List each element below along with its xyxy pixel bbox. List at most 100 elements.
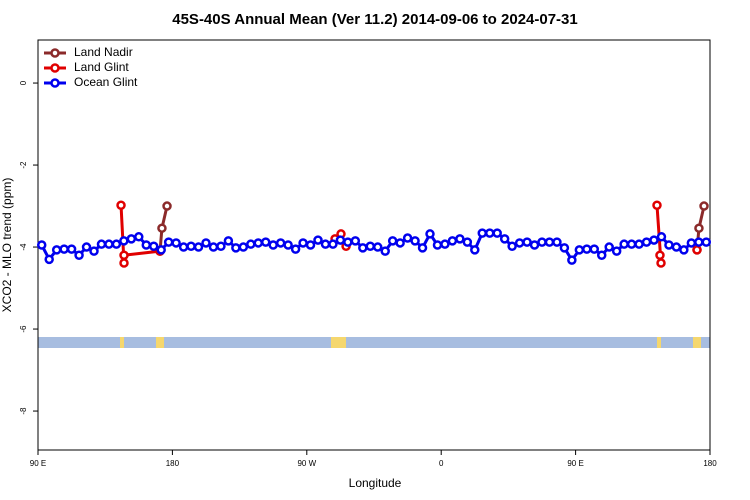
data-point	[74, 250, 84, 260]
data-point	[507, 241, 517, 251]
chart-title: 45S-40S Annual Mean (Ver 11.2) 2014-09-0…	[172, 11, 578, 28]
data-point	[634, 239, 644, 249]
data-point	[395, 238, 405, 248]
x-axis-label: Longitude	[349, 476, 402, 490]
data-point	[305, 240, 316, 250]
data-point	[522, 237, 532, 247]
data-point	[537, 237, 547, 247]
data-point	[671, 242, 682, 252]
data-point	[552, 237, 562, 247]
data-point	[141, 240, 152, 250]
data-point	[440, 239, 450, 249]
data-point	[544, 237, 555, 247]
data-point	[514, 238, 525, 248]
data-point	[253, 238, 264, 248]
data-point	[611, 246, 622, 256]
data-point	[649, 235, 659, 245]
data-point	[246, 239, 256, 249]
data-point	[231, 243, 241, 253]
data-point	[679, 245, 689, 255]
data-point	[126, 234, 137, 244]
data-point	[350, 236, 361, 246]
data-point	[499, 234, 510, 244]
x-tick-label: 90 W	[297, 459, 316, 468]
data-point	[619, 239, 629, 249]
data-point	[193, 242, 204, 252]
y-tick-label: -4	[19, 243, 28, 251]
x-tick-label: 0	[439, 459, 444, 468]
y-tick-label: 0	[19, 80, 28, 85]
x-tick-label: 90 E	[567, 459, 583, 468]
data-point	[574, 245, 585, 255]
data-point	[148, 241, 159, 251]
data-point	[335, 235, 346, 245]
data-point	[116, 200, 126, 210]
data-point	[156, 245, 166, 255]
data-point	[559, 243, 570, 253]
legend-label: Ocean Glint	[74, 75, 138, 89]
y-tick-label: -6	[19, 325, 28, 333]
y-axis-label: XCO2 - MLO trend (ppm)	[0, 178, 14, 313]
data-point	[410, 236, 420, 246]
data-point	[664, 240, 674, 250]
data-point	[484, 228, 495, 238]
data-point	[686, 238, 697, 248]
data-point	[59, 244, 69, 254]
data-point	[201, 238, 211, 248]
data-point	[162, 201, 172, 211]
data-point	[66, 244, 77, 254]
data-point	[694, 237, 704, 247]
data-point	[589, 244, 600, 254]
data-point	[652, 200, 662, 210]
land-patch	[331, 337, 346, 348]
data-point	[417, 243, 428, 253]
data-point	[604, 242, 614, 252]
data-point	[432, 240, 443, 250]
data-point	[455, 234, 465, 244]
data-point	[223, 236, 234, 246]
data-point	[96, 239, 107, 249]
data-point	[134, 232, 144, 242]
data-point	[260, 237, 271, 247]
legend-label: Land Glint	[74, 60, 129, 74]
data-point	[268, 240, 278, 250]
land-ocean-strip	[38, 337, 710, 348]
data-point	[694, 223, 704, 233]
data-point	[104, 239, 114, 249]
data-point	[582, 244, 592, 254]
data-point	[343, 237, 353, 247]
data-point	[477, 228, 488, 238]
data-point	[372, 242, 383, 252]
data-point	[163, 237, 174, 247]
data-point	[701, 237, 712, 247]
data-point	[51, 245, 62, 255]
data-point	[119, 258, 129, 268]
y-tick-label: -2	[19, 161, 28, 169]
data-point	[365, 241, 376, 251]
data-point	[186, 241, 196, 251]
data-point	[238, 242, 249, 252]
data-point	[283, 240, 293, 250]
data-point	[328, 239, 338, 249]
legend-marker	[50, 48, 60, 58]
data-point	[596, 250, 607, 260]
data-point	[275, 238, 286, 248]
data-point	[89, 246, 99, 256]
data-point	[119, 236, 129, 246]
data-point	[529, 240, 540, 250]
data-point	[656, 258, 666, 268]
data-point	[462, 237, 473, 247]
data-point	[655, 250, 665, 260]
data-point	[320, 239, 331, 249]
data-point	[358, 243, 368, 253]
legend-marker	[50, 63, 60, 73]
land-patch	[693, 337, 701, 348]
data-point	[44, 254, 54, 265]
data-point	[626, 239, 637, 249]
data-point	[425, 229, 435, 239]
legend-marker	[50, 78, 60, 88]
data-point	[387, 236, 398, 246]
data-point	[380, 246, 390, 256]
data-point	[470, 245, 480, 255]
data-point	[178, 242, 189, 252]
